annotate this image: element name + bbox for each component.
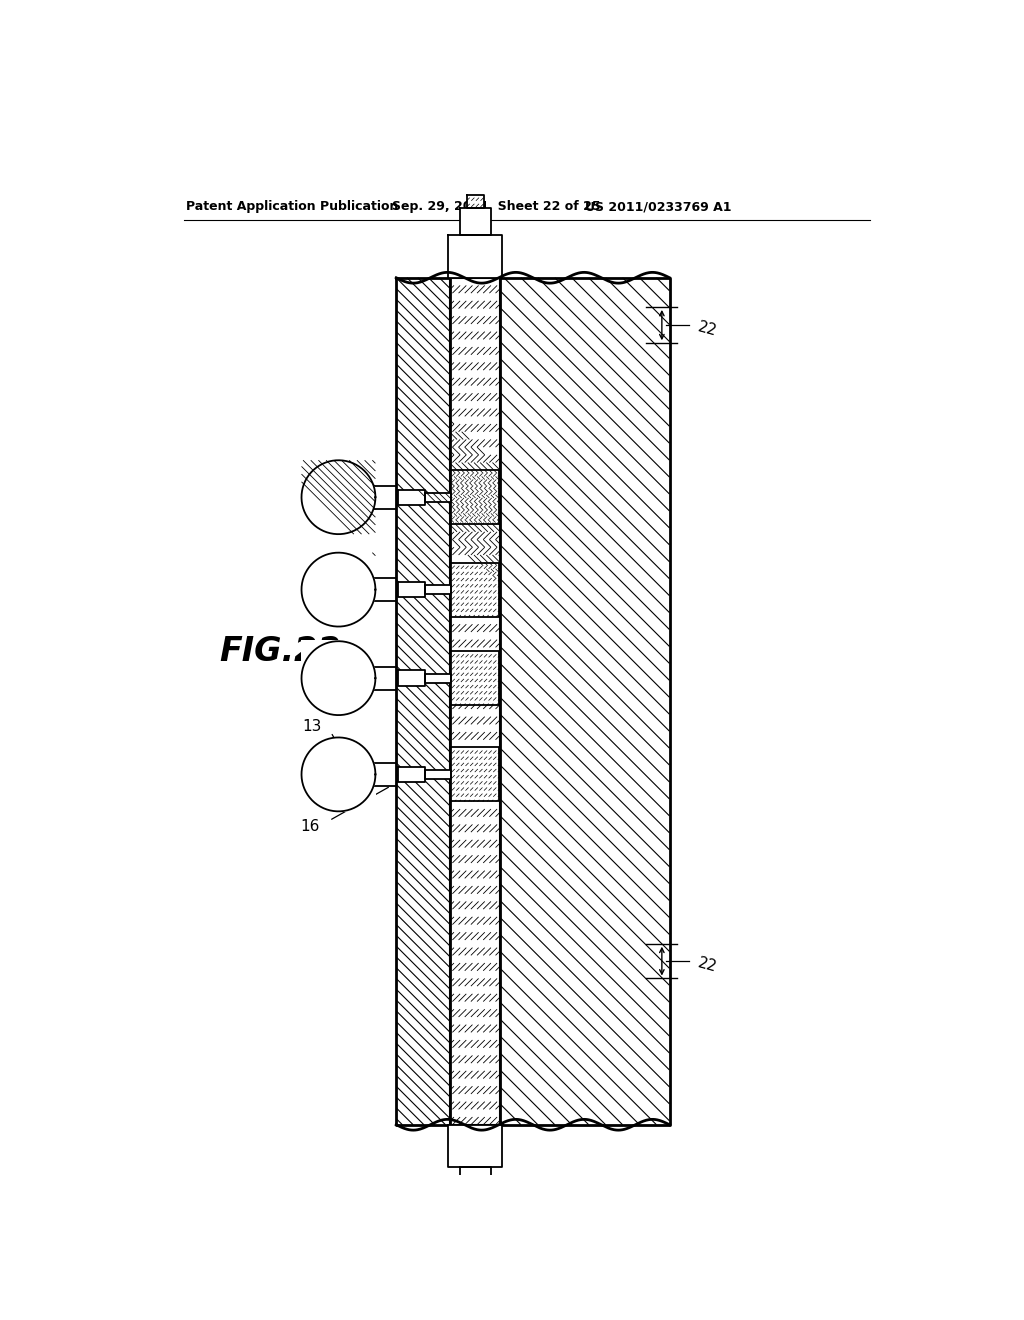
Text: 13: 13 <box>302 719 322 734</box>
Polygon shape <box>301 461 376 535</box>
Bar <box>460 1167 490 1195</box>
Bar <box>425 673 451 682</box>
Bar <box>397 582 425 597</box>
Text: 16: 16 <box>301 820 319 834</box>
Text: 22: 22 <box>696 319 719 339</box>
Bar <box>396 277 451 1125</box>
Bar <box>397 671 425 686</box>
Bar <box>372 667 396 689</box>
Bar <box>425 585 451 594</box>
Bar <box>500 277 670 1125</box>
Bar <box>301 640 376 715</box>
Bar <box>467 194 483 209</box>
Bar <box>467 1195 483 1208</box>
Bar <box>372 763 396 785</box>
Text: Patent Application Publication: Patent Application Publication <box>186 201 398 214</box>
Bar <box>451 470 500 524</box>
Bar <box>301 459 376 535</box>
Bar <box>301 552 376 627</box>
Bar <box>397 767 425 781</box>
Bar <box>451 277 500 1125</box>
Bar <box>372 486 396 508</box>
Bar <box>397 490 425 504</box>
Bar <box>372 578 396 601</box>
Text: FIG.22: FIG.22 <box>219 635 341 668</box>
Bar <box>451 562 500 616</box>
Bar <box>425 492 451 502</box>
Text: 22: 22 <box>696 956 719 974</box>
Polygon shape <box>301 738 376 812</box>
Bar <box>449 235 502 277</box>
Bar <box>460 209 490 235</box>
Bar <box>451 651 500 705</box>
Bar <box>451 747 500 801</box>
Bar <box>449 1125 502 1167</box>
Text: Sep. 29, 2011  Sheet 22 of 25: Sep. 29, 2011 Sheet 22 of 25 <box>392 201 601 214</box>
Bar <box>301 737 376 812</box>
Polygon shape <box>301 553 376 627</box>
Bar <box>425 770 451 779</box>
Polygon shape <box>301 642 376 715</box>
Text: US 2011/0233769 A1: US 2011/0233769 A1 <box>585 201 731 214</box>
